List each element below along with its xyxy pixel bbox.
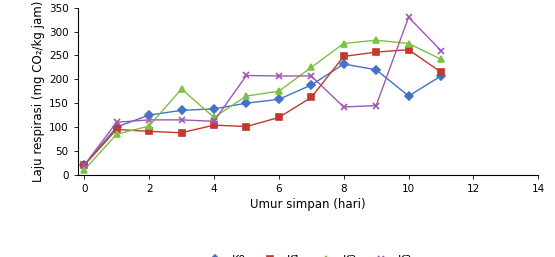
K2 bbox=[113, 133, 120, 136]
K0 bbox=[373, 68, 380, 71]
K0 bbox=[243, 102, 250, 105]
K2 bbox=[373, 39, 380, 42]
K2 bbox=[438, 58, 445, 61]
K3 bbox=[340, 105, 347, 108]
K0 bbox=[438, 75, 445, 78]
K0 bbox=[210, 107, 217, 111]
K0 bbox=[81, 164, 88, 167]
K0 bbox=[146, 114, 153, 117]
K0 bbox=[308, 84, 315, 87]
K0 bbox=[340, 62, 347, 66]
Line: K3: K3 bbox=[81, 14, 444, 168]
K3 bbox=[81, 164, 88, 167]
K3 bbox=[275, 75, 282, 78]
K1 bbox=[275, 116, 282, 119]
K2 bbox=[340, 42, 347, 45]
K0 bbox=[178, 109, 185, 112]
Line: K1: K1 bbox=[81, 47, 444, 168]
K3 bbox=[113, 121, 120, 124]
K2 bbox=[210, 116, 217, 119]
K3 bbox=[405, 16, 412, 19]
K1 bbox=[438, 71, 445, 74]
K3 bbox=[243, 74, 250, 77]
K3 bbox=[373, 104, 380, 107]
K1 bbox=[243, 125, 250, 128]
Y-axis label: Laju respirasi (mg CO₂/kg jam): Laju respirasi (mg CO₂/kg jam) bbox=[32, 1, 45, 182]
Line: K0: K0 bbox=[81, 61, 444, 168]
K0 bbox=[275, 98, 282, 101]
K1 bbox=[210, 124, 217, 127]
K0 bbox=[405, 95, 412, 98]
K1 bbox=[308, 96, 315, 99]
K3 bbox=[308, 75, 315, 78]
K1 bbox=[178, 131, 185, 134]
K0 bbox=[113, 125, 120, 128]
K2 bbox=[178, 87, 185, 90]
K2 bbox=[308, 66, 315, 69]
K1 bbox=[373, 51, 380, 54]
K2 bbox=[146, 125, 153, 128]
Legend: K0, K1, K2, K3: K0, K1, K2, K3 bbox=[199, 251, 417, 257]
K1 bbox=[405, 48, 412, 51]
K3 bbox=[146, 118, 153, 121]
K3 bbox=[178, 118, 185, 121]
K2 bbox=[243, 95, 250, 98]
K3 bbox=[438, 49, 445, 52]
K1 bbox=[113, 128, 120, 131]
K1 bbox=[81, 164, 88, 167]
X-axis label: Umur simpan (hari): Umur simpan (hari) bbox=[250, 198, 366, 211]
K1 bbox=[146, 130, 153, 133]
K2 bbox=[405, 42, 412, 45]
K3 bbox=[210, 120, 217, 123]
K2 bbox=[81, 168, 88, 171]
Line: K2: K2 bbox=[81, 37, 444, 173]
K2 bbox=[275, 90, 282, 93]
K1 bbox=[340, 55, 347, 58]
